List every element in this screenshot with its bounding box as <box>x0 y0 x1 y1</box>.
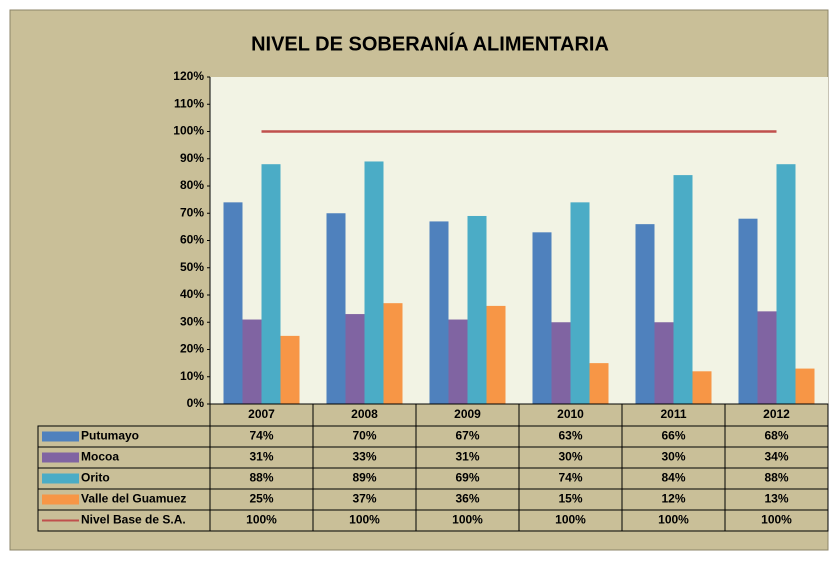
legend-key <box>42 452 79 463</box>
y-tick-label: 50% <box>180 260 204 274</box>
x-tick-label: 2008 <box>351 407 378 421</box>
data-label: 100% <box>658 513 689 527</box>
y-tick-label: 60% <box>180 233 204 247</box>
bar <box>795 368 815 404</box>
bar <box>635 224 655 404</box>
data-label: 63% <box>558 429 582 443</box>
x-tick-label: 2007 <box>248 407 275 421</box>
bar <box>467 215 487 404</box>
bar <box>364 161 384 404</box>
data-label: 31% <box>455 450 479 464</box>
data-label: 69% <box>455 471 479 485</box>
bar <box>570 202 590 404</box>
x-tick-label: 2010 <box>557 407 584 421</box>
bar <box>383 303 403 404</box>
x-tick-label: 2012 <box>763 407 790 421</box>
legend-key <box>42 494 79 505</box>
y-tick-label: 80% <box>180 178 204 192</box>
bar <box>223 202 243 404</box>
data-label: 25% <box>249 492 273 506</box>
legend-key <box>42 473 79 484</box>
data-label: 12% <box>661 492 685 506</box>
data-label: 36% <box>455 492 479 506</box>
legend-label: Nivel Base de S.A. <box>81 513 186 527</box>
data-label: 100% <box>349 513 380 527</box>
legend-label: Valle del Guamuez <box>81 492 186 506</box>
data-label: 13% <box>764 492 788 506</box>
y-tick-label: 120% <box>173 69 204 83</box>
bar <box>429 221 449 404</box>
data-label: 67% <box>455 429 479 443</box>
bar <box>692 371 712 404</box>
data-label: 100% <box>452 513 483 527</box>
bar <box>448 319 468 404</box>
chart-title: NIVEL DE SOBERANÍA ALIMENTARIA <box>251 32 609 55</box>
y-tick-label: 10% <box>180 369 204 383</box>
data-label: 88% <box>249 471 273 485</box>
data-label: 30% <box>558 450 582 464</box>
y-tick-label: 20% <box>180 342 204 356</box>
data-label: 68% <box>764 429 788 443</box>
bar <box>654 322 674 404</box>
y-tick-label: 0% <box>187 396 205 410</box>
legend-label: Orito <box>81 471 110 485</box>
bar <box>326 213 346 404</box>
data-label: 74% <box>249 429 273 443</box>
y-tick-label: 70% <box>180 205 204 219</box>
bar <box>673 175 693 404</box>
bar <box>757 311 777 404</box>
plot-area <box>210 77 828 404</box>
data-label: 70% <box>352 429 376 443</box>
data-label: 74% <box>558 471 582 485</box>
data-label: 88% <box>764 471 788 485</box>
bar <box>589 363 609 404</box>
x-tick-label: 2011 <box>660 407 686 421</box>
data-label: 37% <box>352 492 376 506</box>
data-label: 31% <box>249 450 273 464</box>
legend-key <box>42 431 79 442</box>
data-label: 34% <box>764 450 788 464</box>
y-tick-label: 40% <box>180 287 204 301</box>
data-label: 84% <box>661 471 685 485</box>
data-label: 30% <box>661 450 685 464</box>
bar <box>738 218 758 404</box>
data-label: 100% <box>761 513 792 527</box>
y-tick-label: 90% <box>180 151 204 165</box>
data-label: 33% <box>352 450 376 464</box>
data-label: 100% <box>246 513 277 527</box>
legend-label: Putumayo <box>81 429 139 443</box>
bar <box>551 322 571 404</box>
legend-label: Mocoa <box>81 450 119 464</box>
bar <box>776 164 796 404</box>
y-tick-label: 100% <box>173 124 204 138</box>
bar <box>261 164 281 404</box>
bar <box>486 305 506 404</box>
bar <box>242 319 262 404</box>
bar <box>345 314 365 404</box>
y-tick-label: 110% <box>174 96 204 110</box>
data-label: 66% <box>661 429 685 443</box>
data-label: 15% <box>558 492 582 506</box>
data-label: 89% <box>352 471 376 485</box>
y-tick-label: 30% <box>180 314 204 328</box>
x-tick-label: 2009 <box>454 407 481 421</box>
data-label: 100% <box>555 513 586 527</box>
bar <box>280 335 300 404</box>
bar <box>532 232 552 404</box>
